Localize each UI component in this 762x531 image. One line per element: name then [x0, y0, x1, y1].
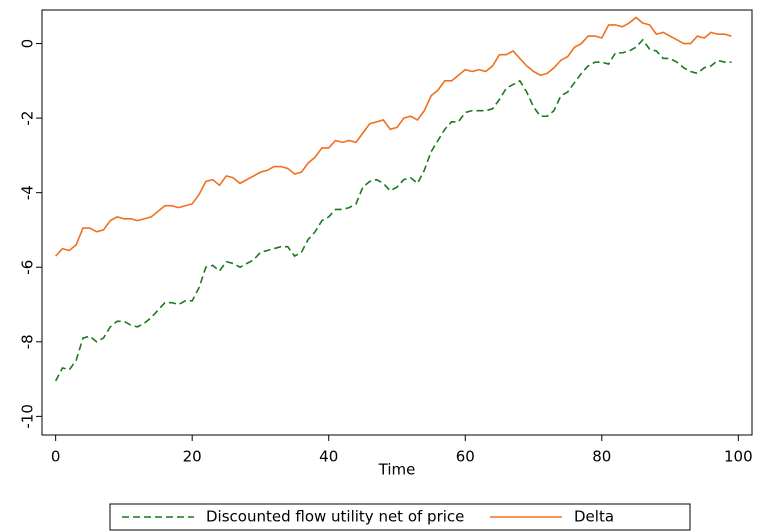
y-tick-label: -10 [19, 404, 37, 429]
y-tick-label: -4 [19, 185, 37, 200]
legend-label: Discounted flow utility net of price [206, 508, 464, 526]
y-tick-label: 0 [19, 39, 37, 49]
y-tick-label: -2 [19, 111, 37, 126]
plot-frame [41, 9, 753, 436]
x-tick-label: 0 [51, 448, 61, 466]
series-line [54, 38, 732, 382]
y-tick-label: -8 [19, 334, 37, 349]
legend-label: Delta [574, 508, 614, 526]
x-axis-label: Time [378, 461, 416, 479]
x-tick-label: 80 [592, 448, 611, 466]
y-tick-label: -6 [19, 260, 37, 275]
x-tick-label: 20 [183, 448, 202, 466]
series-line [55, 16, 732, 257]
x-tick-label: 100 [724, 448, 753, 466]
x-tick-label: 40 [319, 448, 338, 466]
legend-box [109, 503, 691, 531]
x-tick-label: 60 [456, 448, 475, 466]
